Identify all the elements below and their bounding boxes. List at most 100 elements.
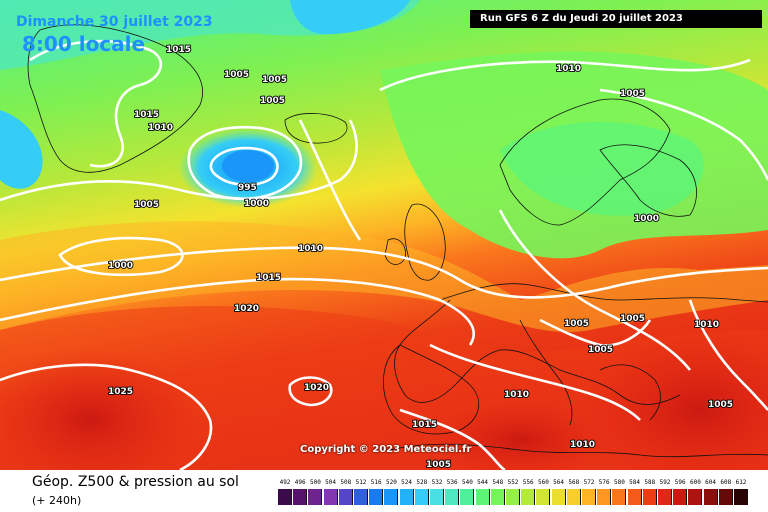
isobar-lines [0, 40, 768, 470]
run-info-banner: Run GFS 6 Z du Jeudi 20 juillet 2023 [470, 10, 762, 28]
isobar-label: 1010 [556, 64, 581, 74]
isobar-label: 1000 [108, 261, 133, 271]
forecast-date: Dimanche 30 juillet 2023 [16, 14, 213, 30]
isobar-label: 1020 [234, 304, 259, 314]
legend-label: 580 [613, 479, 625, 486]
legend-swatch [673, 489, 688, 505]
legend-swatch [734, 489, 748, 505]
legend-label: 608 [720, 479, 732, 486]
isobar-label: 1010 [504, 390, 529, 400]
color-legend: 492 496 500 504 508 512 516 520 524 528 532 536 540 5… [278, 476, 752, 508]
legend-swatch [688, 489, 703, 505]
legend-swatch [384, 489, 399, 505]
legend-swatch [460, 489, 475, 505]
legend-swatch [658, 489, 672, 505]
legend-label: 596 [674, 479, 686, 486]
legend-label: 492 [279, 479, 291, 486]
isobar-label: 1015 [256, 273, 281, 283]
legend-swatch [323, 489, 338, 505]
legend-label: 552 [507, 479, 519, 486]
legend-label: 528 [416, 479, 428, 486]
legend-swatch [551, 489, 566, 505]
legend-label: 532 [431, 479, 443, 486]
isobar-label: 1005 [134, 200, 159, 210]
isobar-label: 1005 [564, 319, 589, 329]
isobar-label: 1000 [634, 214, 659, 224]
isobar-label: 1005 [260, 96, 285, 106]
legend-label: 536 [446, 479, 458, 486]
legend-swatch [566, 489, 581, 505]
legend-label: 508 [340, 479, 352, 486]
legend-swatch [642, 489, 657, 505]
isobar-label: 1025 [108, 387, 133, 397]
legend-swatch [354, 489, 368, 505]
legend-swatch [536, 489, 551, 505]
legend-swatch [293, 489, 308, 505]
legend-label: 500 [309, 479, 321, 486]
legend-label: 584 [629, 479, 641, 486]
legend-swatch [278, 489, 292, 505]
legend-label: 572 [583, 479, 595, 486]
map-canvas: 1015 1005 1005 1005 1015 1010 1010 1005 … [0, 0, 768, 470]
legend-swatch [308, 489, 323, 505]
legend-label: 588 [644, 479, 656, 486]
isobar-label: 1005 [620, 314, 645, 324]
legend-label: 516 [370, 479, 382, 486]
map-footer: Géop. Z500 & pression au sol (+ 240h) 49… [0, 470, 768, 512]
isobar-labels: 1015 1005 1005 1005 1015 1010 1010 1005 … [107, 44, 734, 470]
isobar-label: 1005 [588, 345, 613, 355]
legend-label: 544 [477, 479, 489, 486]
isobar-label: 1010 [298, 244, 323, 254]
legend-swatch [414, 489, 429, 505]
isobar-label: 1005 [426, 460, 451, 470]
isobar-label: 1010 [570, 440, 595, 450]
forecast-range: (+ 240h) [32, 494, 82, 507]
map-title: Géop. Z500 & pression au sol [32, 474, 239, 490]
isobar-label: 1015 [166, 45, 191, 55]
legend-swatch [703, 489, 718, 505]
legend-swatch [597, 489, 612, 505]
legend-label: 600 [689, 479, 701, 486]
legend-swatch [445, 489, 460, 505]
isobar-label: 1005 [262, 75, 287, 85]
legend-swatch [430, 489, 444, 505]
legend-swatch [521, 489, 536, 505]
legend-swatch [475, 489, 490, 505]
legend-swatch [582, 489, 596, 505]
legend-label: 548 [492, 479, 504, 486]
copyright-text: Copyright © 2023 Meteociel.fr [300, 444, 472, 455]
isobar-label: 1005 [620, 89, 645, 99]
legend-swatch [338, 489, 353, 505]
legend-label: 612 [735, 479, 747, 486]
legend-swatch [718, 489, 733, 505]
legend-swatch [490, 489, 505, 505]
isobar-label: 1010 [148, 123, 173, 133]
legend-label: 556 [522, 479, 534, 486]
isobar-label: 1000 [244, 199, 269, 209]
isobar-label: 1015 [134, 110, 159, 120]
legend-label: 564 [553, 479, 565, 486]
isobar-label: 1005 [224, 70, 249, 80]
legend-swatch [612, 489, 627, 505]
legend-label: 576 [598, 479, 610, 486]
legend-label: 560 [537, 479, 549, 486]
legend-label: 504 [325, 479, 337, 486]
forecast-map: 1015 1005 1005 1005 1015 1010 1010 1005 … [0, 0, 768, 470]
legend-label: 568 [568, 479, 580, 486]
legend-swatch [399, 489, 414, 505]
legend-swatch [506, 489, 520, 505]
legend-label: 604 [705, 479, 717, 486]
isobar-label: 1020 [304, 383, 329, 393]
isobar-label: 1010 [694, 320, 719, 330]
legend-swatch [369, 489, 384, 505]
legend-label: 496 [294, 479, 306, 486]
isobar-label: 1015 [412, 420, 437, 430]
coastlines [27, 24, 768, 458]
legend-label: 524 [401, 479, 413, 486]
legend-label: 512 [355, 479, 367, 486]
legend-label: 520 [385, 479, 397, 486]
legend-label: 592 [659, 479, 671, 486]
forecast-time: 8:00 locale [22, 32, 146, 56]
isobar-label: 995 [238, 183, 257, 193]
legend-label: 540 [461, 479, 473, 486]
